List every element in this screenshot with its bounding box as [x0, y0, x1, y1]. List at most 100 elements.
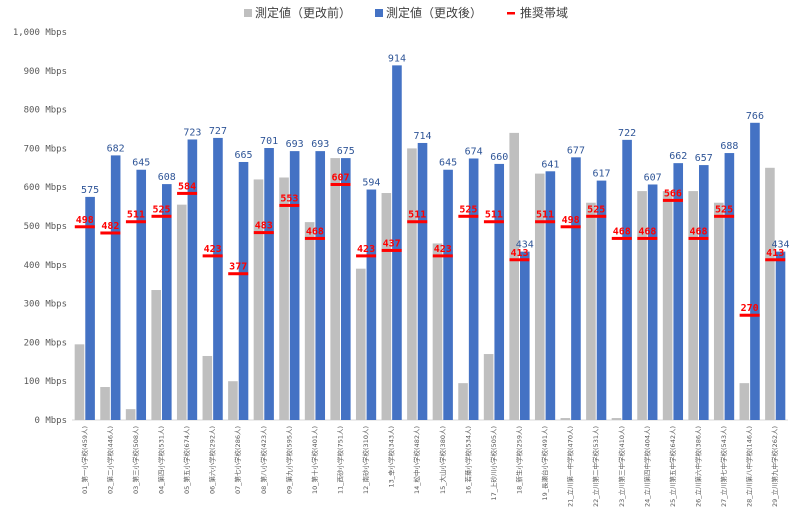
x-tick-label: 05_第五小学校(674人) [182, 426, 191, 494]
recommended-value-label: 498 [76, 215, 94, 226]
x-tick-label: 27_立川第七中学校(543人) [719, 426, 728, 507]
y-tick-label: 300 Mbps [24, 300, 67, 310]
bar-after [750, 122, 760, 421]
after-value-label: 722 [618, 128, 636, 139]
recommended-value-label: 553 [280, 193, 298, 204]
x-axis: 01_第一小学校(459人) 02_第二小学校(446人) 03_第三小学校(508… [80, 426, 779, 507]
bar-before [534, 173, 545, 420]
x-tick-label: 16_若葉小学校(534人) [463, 426, 472, 494]
after-value-label: 714 [413, 131, 431, 142]
recommended-value-label: 525 [587, 204, 605, 215]
recommended-marker [458, 214, 479, 218]
recommended-marker [637, 236, 658, 240]
x-tick-label: 01_第一小学校(459人) [80, 426, 89, 494]
bar-after [622, 139, 632, 420]
y-axis: 0 Mbps 100 Mbps 200 Mbps 300 Mbps 400 Mbps 50… [13, 28, 67, 426]
recommended-marker [202, 254, 223, 258]
after-value-label: 914 [388, 53, 406, 64]
bar-after [417, 142, 428, 420]
recommended-marker [714, 214, 735, 218]
bar-before [202, 355, 213, 420]
recommended-value-label: 468 [613, 226, 631, 237]
x-tick-label: 12_南砂小学校(310人) [361, 426, 370, 494]
legend-swatch-after [375, 9, 383, 17]
recommended-marker [688, 236, 709, 240]
recommended-value-label: 413 [766, 248, 784, 259]
legend-swatch-before [244, 9, 252, 17]
x-tick-label: 25_立川第五中学校(642人) [668, 426, 677, 507]
recommended-marker [483, 220, 504, 224]
recommended-marker [253, 231, 274, 235]
bar-after [494, 163, 505, 421]
x-tick-label: 14_松中小学校(482人) [412, 426, 421, 494]
bar-after [775, 251, 786, 420]
recommended-value-label: 483 [255, 221, 273, 232]
bar-after [647, 184, 658, 420]
recommended-marker [330, 182, 351, 186]
after-value-label: 677 [567, 145, 585, 156]
recommended-value-label: 566 [664, 188, 682, 199]
recommended-marker [304, 236, 325, 240]
bar-after [571, 157, 581, 420]
x-tick-label: 28_立川第八中学校(146人) [745, 426, 754, 507]
y-tick-label: 600 Mbps [24, 183, 67, 193]
recommended-value-label: 468 [306, 226, 324, 237]
after-value-label: 434 [516, 240, 534, 251]
bar-after [110, 155, 121, 420]
recommended-marker [509, 258, 530, 262]
x-tick-label: 10_第十小学校(401人) [310, 426, 319, 494]
recommended-value-label: 423 [204, 244, 222, 255]
bar-after [392, 65, 402, 421]
after-value-label: 594 [362, 178, 380, 189]
y-tick-label: 100 Mbps [24, 377, 67, 387]
recommended-value-label: 584 [178, 181, 196, 192]
x-tick-label: 06_第六小学校(292人) [208, 426, 217, 494]
legend: 測定値（更改前） 測定値（更改後） 推奨帯域 [244, 5, 568, 20]
recommended-value-label: 511 [536, 210, 554, 221]
after-value-label: 682 [107, 143, 125, 154]
after-value-label: 727 [209, 126, 227, 137]
y-tick-label: 500 Mbps [24, 222, 67, 232]
bar-before [125, 409, 136, 420]
after-value-label: 693 [286, 139, 304, 150]
bar-after [699, 165, 709, 420]
recommended-marker [739, 313, 760, 317]
bar-before [458, 383, 468, 420]
recommended-marker [356, 254, 377, 258]
bar-before [637, 191, 647, 420]
bar-before [304, 222, 315, 420]
y-tick-label: 700 Mbps [24, 144, 67, 154]
x-tick-label: 04_第四小学校(531人) [157, 426, 166, 494]
recommended-marker [432, 254, 453, 258]
x-tick-label: 08_第八小学校(423人) [259, 426, 268, 494]
bar-after [520, 251, 530, 420]
bar-before [176, 204, 187, 420]
x-tick-label: 22_立川第二中学校(531人) [591, 426, 600, 507]
x-tick-label: 02_第二小学校(446人) [105, 426, 114, 494]
bar-after [545, 171, 556, 420]
bar-before [688, 191, 698, 420]
recommended-marker [560, 225, 581, 229]
recommended-value-label: 525 [152, 204, 170, 215]
bar-before [509, 132, 519, 420]
y-tick-label: 800 Mbps [24, 106, 67, 116]
recommended-marker [535, 220, 556, 224]
after-value-label: 665 [234, 150, 252, 161]
after-value-label: 693 [311, 139, 329, 150]
recommended-value-label: 525 [715, 204, 733, 215]
legend-swatch-recommended [507, 12, 515, 15]
bar-before [100, 387, 110, 420]
x-tick-label: 15_大山小学校(380人) [438, 426, 447, 494]
x-tick-label: 24_立川第四中学校(404人) [642, 426, 651, 507]
legend-label-recommended: 推奨帯域 [520, 6, 568, 20]
bar-after [443, 169, 453, 420]
recommended-marker [177, 191, 198, 195]
after-value-label: 645 [132, 158, 150, 169]
after-value-label: 617 [592, 169, 610, 180]
x-tick-label: 19_長瀬台小学校(491人) [540, 426, 549, 501]
bar-before [560, 418, 571, 420]
recommended-marker [407, 220, 428, 224]
recommended-marker [586, 214, 607, 218]
bar-after [673, 163, 684, 421]
recommended-value-label: 377 [229, 262, 247, 273]
